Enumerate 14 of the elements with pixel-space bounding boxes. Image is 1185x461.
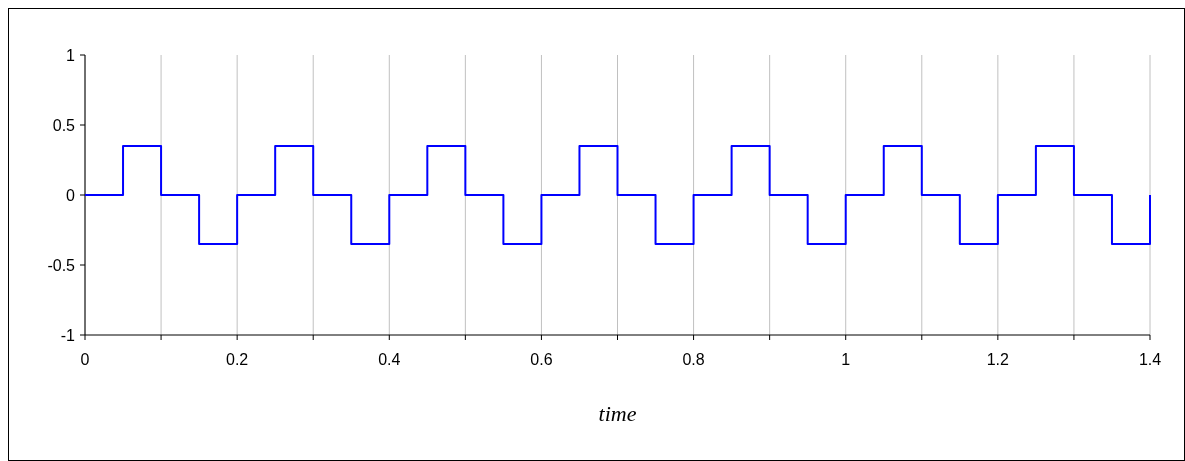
y-tick-label: -0.5 (47, 256, 76, 274)
y-tick-label: 1 (66, 46, 76, 64)
x-tick-label: 0.6 (530, 351, 553, 368)
x-tick-label: 0.4 (378, 351, 401, 368)
y-tick-label: -1 (60, 326, 76, 344)
x-tick-label: 1 (841, 351, 851, 368)
x-axis-title: time (598, 401, 637, 426)
x-tick-label: 1.4 (1138, 351, 1162, 368)
x-tick-label: 0.2 (226, 351, 249, 368)
y-tick-label: 0 (66, 186, 76, 204)
y-tick-label: 0.5 (52, 116, 76, 134)
x-tick-label: 0.8 (682, 351, 705, 368)
x-tick-label: 1.2 (986, 351, 1010, 368)
x-tick-label: 0 (80, 351, 90, 368)
